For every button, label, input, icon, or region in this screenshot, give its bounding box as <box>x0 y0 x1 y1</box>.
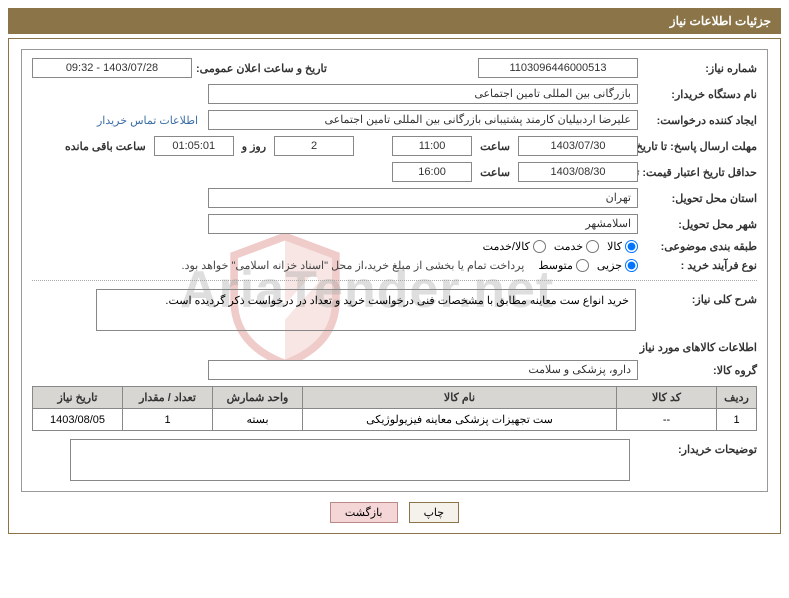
deadline-remaining-label: ساعت باقی مانده <box>65 140 146 153</box>
deadline-days: 2 <box>274 136 354 156</box>
city-label: شهر محل تحویل: <box>642 218 757 231</box>
td-code: -- <box>617 409 717 431</box>
need-number-value: 1103096446000513 <box>478 58 638 78</box>
td-date: 1403/08/05 <box>33 409 123 431</box>
process-option-0-label: جزیی <box>597 259 622 272</box>
category-option-2[interactable]: کالا/خدمت <box>483 240 546 253</box>
buyer-notes-field <box>70 439 630 481</box>
category-label: طبقه بندی موضوعی: <box>642 240 757 253</box>
requester-label: ایجاد کننده درخواست: <box>642 114 757 127</box>
th-code: کد کالا <box>617 387 717 409</box>
validity-time-label: ساعت <box>480 166 510 179</box>
goods-section-title: اطلاعات کالاهای مورد نیاز <box>32 341 757 354</box>
buyer-notes-label: توضیحات خریدار: <box>642 439 757 456</box>
province-label: استان محل تحویل: <box>642 192 757 205</box>
deadline-time-label: ساعت <box>480 140 510 153</box>
td-qty: 1 <box>123 409 213 431</box>
city-value: اسلامشهر <box>208 214 638 234</box>
top-section: شماره نیاز: 1103096446000513 تاریخ و ساع… <box>21 49 768 492</box>
summary-text: خرید انواع ست معاینه مطابق با مشخصات فنی… <box>96 289 636 331</box>
back-button[interactable]: بازگشت <box>330 502 398 523</box>
process-note: پرداخت تمام یا بخشی از مبلغ خرید،از محل … <box>182 259 525 272</box>
category-option-1-label: خدمت <box>554 240 583 253</box>
td-row: 1 <box>717 409 757 431</box>
category-option-1[interactable]: خدمت <box>554 240 599 253</box>
category-option-0[interactable]: کالا <box>607 240 638 253</box>
process-label: نوع فرآیند خرید : <box>642 259 757 272</box>
goods-group-value: دارو، پزشکی و سلامت <box>208 360 638 380</box>
buyer-org-label: نام دستگاه خریدار: <box>642 88 757 101</box>
deadline-date: 1403/07/30 <box>518 136 638 156</box>
th-name: نام کالا <box>303 387 617 409</box>
process-option-1[interactable]: متوسط <box>538 259 589 272</box>
process-radio-group: جزیی متوسط <box>538 259 638 272</box>
need-number-label: شماره نیاز: <box>642 62 757 75</box>
page-title: جزئیات اطلاعات نیاز <box>8 8 781 34</box>
button-row: چاپ بازگشت <box>21 502 768 523</box>
th-row: ردیف <box>717 387 757 409</box>
th-date: تاریخ نیاز <box>33 387 123 409</box>
process-option-1-label: متوسط <box>538 259 573 272</box>
buyer-contact-link[interactable]: اطلاعات تماس خریدار <box>97 114 198 127</box>
deadline-days-suffix: روز و <box>242 140 266 153</box>
requester-value: علیرضا اردبیلیان کارمند پشتیبانی بازرگان… <box>208 110 638 130</box>
summary-label: شرح کلی نیاز: <box>642 289 757 306</box>
announce-value: 1403/07/28 - 09:32 <box>32 58 192 78</box>
buyer-org-value: بازرگانی بین المللی تامین اجتماعی <box>208 84 638 104</box>
validity-time: 16:00 <box>392 162 472 182</box>
category-option-0-label: کالا <box>607 240 622 253</box>
process-option-0[interactable]: جزیی <box>597 259 638 272</box>
validity-date: 1403/08/30 <box>518 162 638 182</box>
deadline-time: 11:00 <box>392 136 472 156</box>
validity-label: حداقل تاریخ اعتبار قیمت: تا تاریخ: <box>642 166 757 179</box>
deadline-label: مهلت ارسال پاسخ: تا تاریخ: <box>642 140 757 153</box>
category-option-2-label: کالا/خدمت <box>483 240 530 253</box>
announce-label: تاریخ و ساعت اعلان عمومی: <box>196 62 327 75</box>
td-unit: بسته <box>213 409 303 431</box>
td-name: ست تجهیزات پزشکی معاینه فیزیولوژیکی <box>303 409 617 431</box>
goods-table: ردیف کد کالا نام کالا واحد شمارش تعداد /… <box>32 386 757 431</box>
divider-1 <box>32 280 757 281</box>
goods-group-label: گروه کالا: <box>642 364 757 377</box>
th-qty: تعداد / مقدار <box>123 387 213 409</box>
category-radio-group: کالا خدمت کالا/خدمت <box>483 240 638 253</box>
province-value: تهران <box>208 188 638 208</box>
deadline-countdown: 01:05:01 <box>154 136 234 156</box>
th-unit: واحد شمارش <box>213 387 303 409</box>
table-row: 1 -- ست تجهیزات پزشکی معاینه فیزیولوژیکی… <box>33 409 757 431</box>
print-button[interactable]: چاپ <box>409 502 460 523</box>
main-panel: شماره نیاز: 1103096446000513 تاریخ و ساع… <box>8 38 781 534</box>
